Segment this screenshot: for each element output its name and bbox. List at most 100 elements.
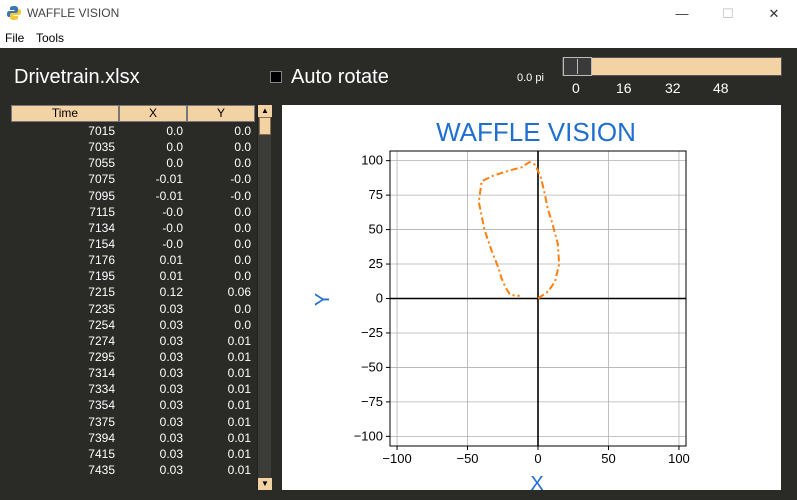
column-header-y[interactable]: Y (187, 105, 255, 122)
cell-x: 0.03 (159, 398, 183, 413)
table-row[interactable]: 7254 0.03 0.0 (11, 317, 255, 333)
scroll-thumb[interactable] (259, 117, 271, 135)
cell-time: 7415 (88, 446, 115, 461)
cell-x: 0.0 (166, 124, 183, 138)
table-row[interactable]: 7354 0.03 0.01 (11, 397, 255, 413)
cell-time: 7235 (88, 301, 115, 316)
maximize-button[interactable]: ☐ (722, 5, 734, 21)
table-row[interactable]: 7075 -0.01 -0.0 (11, 171, 255, 187)
table-row[interactable]: 7235 0.03 0.0 (11, 301, 255, 317)
x-axis-label: X (530, 473, 543, 490)
cell-time: 7354 (88, 398, 115, 413)
y-tick-label: 100 (361, 153, 383, 168)
auto-rotate-checkbox[interactable] (270, 71, 282, 83)
cell-time: 7334 (88, 382, 115, 397)
cell-x: -0.0 (162, 220, 183, 235)
python-app-icon (7, 6, 21, 20)
minimize-button[interactable]: — (675, 6, 689, 21)
cell-x: 0.03 (159, 349, 183, 364)
table-row[interactable]: 7134 -0.0 0.0 (11, 220, 255, 236)
y-tick-label: −100 (354, 428, 383, 443)
table-row[interactable]: 7334 0.03 0.01 (11, 381, 255, 397)
file-name-label: Drivetrain.xlsx (14, 66, 140, 88)
table-row[interactable]: 7314 0.03 0.01 (11, 365, 255, 381)
table-row[interactable]: 7394 0.03 0.01 (11, 430, 255, 446)
rotation-slider[interactable] (562, 57, 782, 76)
slider-tick: 16 (616, 80, 632, 96)
cell-y: 0.0 (234, 220, 251, 235)
cell-time: 7435 (88, 462, 115, 477)
y-tick-label: −75 (361, 394, 383, 409)
table-row[interactable]: 7435 0.03 0.01 (11, 462, 255, 478)
cell-x: 0.03 (159, 317, 183, 332)
cell-x: -0.0 (162, 204, 183, 219)
column-header-time[interactable]: Time (11, 105, 119, 122)
cell-y: 0.0 (234, 317, 251, 332)
menu-bar: File Tools (0, 28, 797, 48)
menu-file[interactable]: File (5, 31, 25, 45)
table-row[interactable]: 7295 0.03 0.01 (11, 349, 255, 365)
table-row[interactable]: 7176 0.01 0.0 (11, 252, 255, 268)
x-tick-label: −100 (382, 451, 411, 466)
table-row[interactable]: 7035 0.0 0.0 (11, 139, 255, 155)
cell-x: 0.03 (159, 366, 183, 381)
scroll-down-arrow-icon[interactable]: ▼ (258, 478, 272, 490)
trajectory-chart: WAFFLE VISION −100 −50 0 50 100 −100 −75 −50 −25 0… (312, 117, 690, 495)
cell-y: 0.0 (234, 124, 251, 138)
cell-x: 0.03 (159, 462, 183, 477)
cell-time: 7375 (88, 414, 115, 429)
table-row[interactable]: 7415 0.03 0.01 (11, 446, 255, 462)
y-tick-label: 0 (376, 291, 383, 306)
cell-y: 0.0 (234, 269, 251, 284)
cell-y: 0.0 (234, 140, 251, 155)
cell-x: 0.03 (159, 333, 183, 348)
cell-x: 0.03 (159, 446, 183, 461)
column-header-x[interactable]: X (119, 105, 187, 122)
cell-y: 0.01 (227, 462, 251, 477)
table-row[interactable]: 7274 0.03 0.01 (11, 333, 255, 349)
cell-time: 7095 (88, 188, 115, 203)
cell-time: 7075 (88, 172, 115, 187)
cell-y: 0.01 (227, 382, 251, 397)
table-row[interactable]: 7375 0.03 0.01 (11, 414, 255, 430)
cell-y: 0.01 (227, 446, 251, 461)
table-row[interactable]: 7195 0.01 0.0 (11, 268, 255, 284)
table-row[interactable]: 7115 -0.0 0.0 (11, 204, 255, 220)
close-button[interactable]: ✕ (768, 5, 780, 21)
cell-y: 0.01 (227, 333, 251, 348)
cell-time: 7154 (88, 236, 115, 251)
table-row[interactable]: 7154 -0.0 0.0 (11, 236, 255, 252)
table-header: Time X Y (11, 105, 255, 122)
cell-x: 0.0 (166, 140, 183, 155)
cell-x: 0.12 (159, 285, 183, 300)
x-tick-label: 100 (668, 451, 690, 466)
auto-rotate-label[interactable]: Auto rotate (291, 66, 389, 88)
table-row[interactable]: 7015 0.0 0.0 (11, 123, 255, 139)
table-row[interactable]: 7095 -0.01 -0.0 (11, 188, 255, 204)
y-tick-label: 75 (369, 187, 383, 202)
slider-tick: 32 (665, 80, 681, 96)
menu-tools[interactable]: Tools (36, 31, 65, 45)
cell-y: 0.01 (227, 430, 251, 445)
cell-time: 7134 (88, 220, 115, 235)
cell-y: 0.0 (234, 253, 251, 268)
window-title: WAFFLE VISION (27, 6, 120, 20)
table-scrollbar[interactable]: ▲ ▼ (257, 105, 272, 490)
cell-time: 7295 (88, 349, 115, 364)
cell-time: 7195 (88, 269, 115, 284)
cell-y: 0.0 (234, 301, 251, 316)
cell-y: 0.01 (227, 414, 251, 429)
trajectory-series-line (477, 161, 561, 300)
scroll-up-arrow-icon[interactable]: ▲ (258, 105, 272, 117)
cell-x: -0.01 (155, 172, 183, 187)
slider-handle[interactable] (563, 57, 592, 76)
y-tick-label: 25 (369, 256, 383, 271)
table-row[interactable]: 7055 0.0 0.0 (11, 155, 255, 171)
x-tick-label: 50 (601, 451, 615, 466)
cell-time: 7035 (88, 140, 115, 155)
cell-time: 7176 (88, 253, 115, 268)
table-row[interactable]: 7215 0.12 0.06 (11, 284, 255, 300)
cell-time: 7314 (88, 366, 115, 381)
cell-x: -0.0 (162, 236, 183, 251)
cell-x: 0.03 (159, 414, 183, 429)
